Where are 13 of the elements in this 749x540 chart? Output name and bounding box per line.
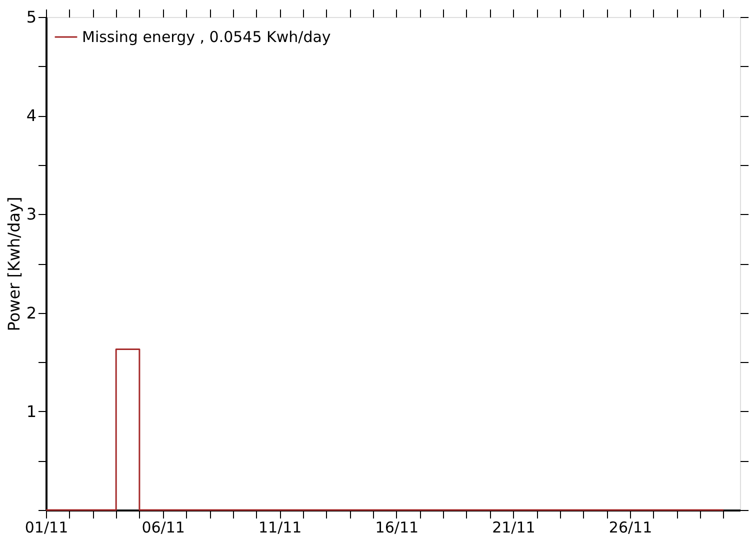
y-tick-label: 3 — [26, 204, 36, 224]
legend-label: Missing energy , 0.0545 Kwh/day — [82, 28, 331, 46]
y-tick-label: 4 — [26, 106, 36, 126]
y-axis-title: Power [Kwh/day] — [4, 196, 24, 332]
y-tick-label: 2 — [26, 303, 36, 322]
x-tick-label: 11/11 — [258, 518, 302, 536]
x-tick-label: 06/11 — [142, 518, 185, 536]
y-tick-label: 5 — [26, 8, 36, 26]
x-tick-label: 26/11 — [608, 518, 652, 536]
x-tick-label: 16/11 — [375, 518, 419, 536]
x-tick-label: 21/11 — [492, 518, 536, 536]
x-tick-label: 01/11 — [24, 518, 68, 536]
y-tick-label: 1 — [26, 402, 36, 421]
